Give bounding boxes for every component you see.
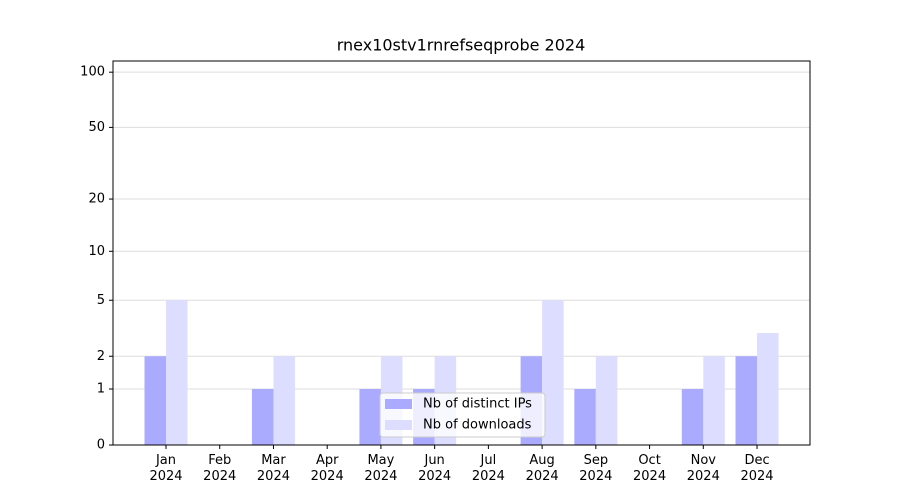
x-tick-label: Jan 2024 [149,453,183,484]
x-tick-label: Dec 2024 [740,453,774,484]
x-tick-label: Sep 2024 [579,453,613,484]
y-tick-label: 20 [88,192,105,207]
bar [251,389,274,445]
x-tick-label: Jul 2024 [471,453,505,484]
y-tick-label: 100 [80,65,105,80]
chart-title: rnex10stv1rnrefseqprobe 2024 [337,36,586,55]
plot-frame [112,60,811,446]
bar [735,356,758,445]
legend-label: Nb of distinct IPs [423,397,532,412]
legend-label: Nb of downloads [423,418,532,433]
y-tick-label: 2 [97,349,105,364]
bar [574,389,596,445]
x-tick-label: Oct 2024 [633,453,667,484]
x-tick-label: May 2024 [364,453,398,484]
legend: Nb of distinct IPs Nb of downloads [379,392,546,438]
bar [595,356,618,445]
x-tick-label: Nov 2024 [686,453,720,484]
x-tick-label: Apr 2024 [310,453,344,484]
bar [359,389,381,445]
bar [757,333,779,445]
y-tick-label: 0 [97,438,105,453]
bar [273,356,295,445]
legend-swatch [385,420,412,430]
x-tick-label: Feb 2024 [203,453,237,484]
x-tick-label: Aug 2024 [525,453,559,484]
legend-swatch [385,399,412,409]
bar [542,300,564,445]
x-tick-label: Mar 2024 [256,453,290,484]
y-tick-label: 1 [97,382,105,397]
bar [144,356,166,445]
y-tick-label: 10 [88,244,105,259]
y-tick-label: 50 [88,120,105,135]
bar [166,300,188,445]
bar [681,389,704,445]
y-tick-label: 5 [97,293,105,308]
legend-box [379,392,546,438]
bar [703,356,725,445]
x-tick-label: Jun 2024 [418,453,452,484]
